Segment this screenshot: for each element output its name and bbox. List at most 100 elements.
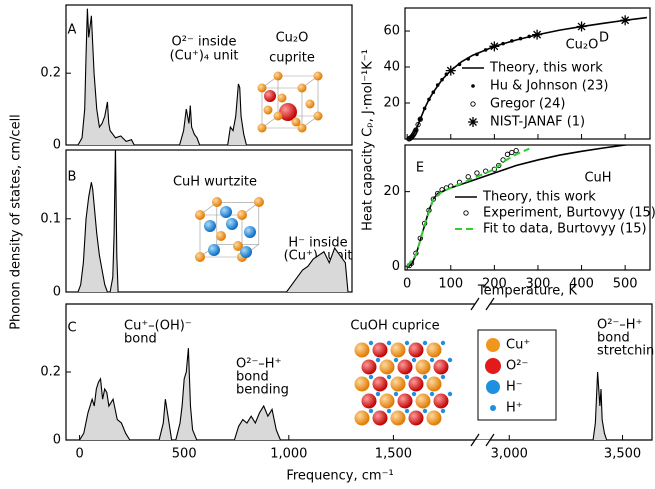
data-point [532,29,543,40]
x-tick-label: 1,500 [375,447,412,462]
atom [313,71,323,81]
atom [372,342,388,358]
annotation: cuprite [269,51,315,66]
dos-area [79,348,607,440]
atom [354,410,370,426]
data-point [439,187,445,193]
frame [404,144,651,271]
annotation: stretching [597,344,655,359]
species-label: H⁻ [506,380,523,395]
species-label: Cu⁺ [506,338,530,353]
y-tick-label: 0 [53,433,61,448]
atom [440,340,446,346]
data-point [489,41,500,52]
annotation: Cu₂O [276,31,309,46]
data-point [510,39,514,43]
data-point [471,84,475,88]
atom [244,226,256,238]
atom [204,220,216,232]
axis-break [470,297,480,311]
atom [368,408,374,414]
atom [426,342,442,358]
annotation: O²⁻–H⁺ [236,357,281,372]
data-point [417,235,423,241]
x-tick-label: 500 [172,447,197,462]
data-point [445,65,456,76]
annotation: Cu⁺–(OH)⁻ [124,319,192,334]
atom [279,103,297,121]
atom [313,111,323,121]
atom [447,391,453,397]
data-point [418,117,423,122]
atom [368,374,374,380]
atom [264,90,276,102]
annotation: bending [236,383,289,398]
x-tick-label: 100 [438,277,463,292]
data-point [457,62,462,67]
atom [404,408,410,414]
atom [220,206,232,218]
legend-label: Hu & Johnson (23) [490,79,608,94]
atom [237,210,247,220]
legend-label: Gregor (24) [490,97,566,112]
data-point [466,57,471,61]
annotation: bond [124,332,157,347]
atom [422,340,428,346]
atom [254,197,264,207]
y-tick-label: 0.2 [40,365,61,380]
x-axis-label: Frequency, cm⁻¹ [286,469,393,484]
atom [273,111,283,121]
data-point [431,90,436,95]
data-point [440,77,444,82]
atom [426,410,442,426]
legend-label: Experiment, Burtovyy (15) [483,206,655,221]
atom [372,410,388,426]
annotation: bond [236,370,269,385]
panel-letter: C [67,321,76,336]
data-point [513,147,519,154]
atom [411,391,417,397]
species-swatch [490,405,496,411]
data-point [474,170,480,176]
atom [390,342,406,358]
data-point [483,48,488,52]
atom [375,357,381,363]
atom [433,393,449,409]
data-point [518,36,523,41]
annotation: (Cu⁺)₄ unit [170,49,239,64]
atom [393,357,399,363]
y-tick-label: 0.1 [40,211,61,226]
legend-label: NIST-JANAF (1) [490,115,585,130]
data-point [422,106,427,111]
atom [415,359,431,375]
species-swatch [486,338,500,352]
x-tick-label: 200 [482,277,507,292]
atom [411,357,417,363]
dos-line [77,8,352,145]
panel-letter: A [68,23,77,38]
x-tick-label: 500 [613,277,638,292]
species-label: H⁺ [506,401,523,416]
atom [408,376,424,392]
annotation: CuOH cuprice [350,319,439,334]
y-axis-label: Heat capacity Cₚ, J·mol⁻¹K⁻¹ [361,49,376,231]
atom [426,376,442,392]
atom [257,83,267,93]
data-point [475,52,479,57]
annotation: Cu₂O [566,38,599,53]
annotation: O²⁻–H⁺ [597,318,642,333]
legend-label: Theory, this work [489,61,603,76]
data-point [576,21,587,32]
atom [379,393,395,409]
atom [354,342,370,358]
atom [297,83,307,93]
axis-break [485,297,495,311]
atom [305,99,315,109]
y-tick-label: 0 [53,138,61,153]
data-point [415,121,421,128]
data-point [427,97,431,102]
atom [390,376,406,392]
data-point [468,117,478,127]
x-tick-label: 300 [526,277,551,292]
